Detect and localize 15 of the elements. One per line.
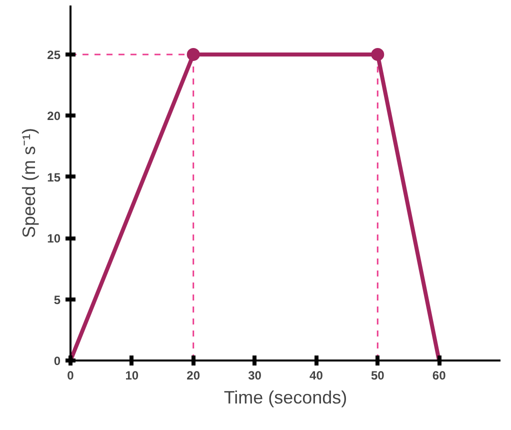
y-tick-label: 25 — [47, 48, 61, 62]
y-tick-label: 0 — [54, 354, 61, 368]
y-axis-title: Speed (m s⁻¹) — [19, 128, 40, 238]
x-tick-label: 60 — [432, 368, 446, 382]
x-tick-label: 30 — [248, 368, 262, 382]
x-tick-label: 10 — [125, 368, 139, 382]
x-tick-label: 40 — [310, 368, 324, 382]
y-tick-label: 20 — [47, 109, 61, 124]
x-tick-label: 50 — [370, 368, 385, 382]
x-tick-label: 20 — [186, 368, 200, 382]
x-axis-title: Time (seconds) — [224, 388, 348, 408]
x-tick-label: 0 — [67, 368, 74, 382]
y-tick-label: 15 — [47, 170, 61, 184]
y-tick-label: 10 — [47, 232, 61, 246]
y-tick-label: 5 — [54, 292, 61, 307]
